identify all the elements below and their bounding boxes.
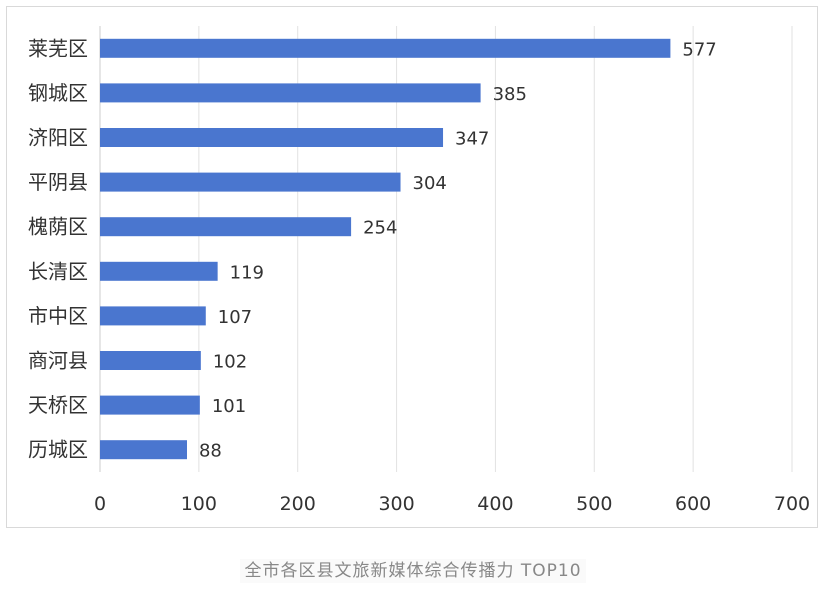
bar [100, 83, 481, 103]
bar [100, 351, 201, 370]
category-label: 钢城区 [28, 81, 88, 105]
category-label: 长清区 [28, 259, 88, 283]
data-label: 304 [413, 173, 447, 194]
data-label: 119 [230, 262, 264, 283]
data-label: 254 [363, 218, 397, 239]
x-tick-label: 100 [181, 493, 217, 515]
x-tick-label: 700 [774, 493, 810, 515]
bar [100, 172, 401, 192]
category-label: 莱芜区 [28, 36, 88, 60]
bar [100, 440, 187, 460]
bar [100, 128, 444, 147]
category-label: 市中区 [28, 304, 88, 328]
bar [100, 38, 671, 58]
x-tick-label: 300 [378, 493, 414, 515]
data-label: 107 [218, 307, 252, 328]
x-tick-label: 400 [477, 493, 513, 515]
x-tick-label: 500 [576, 493, 612, 515]
chart-caption-text: 全市各区县文旅新媒体综合传播力 TOP10 [240, 559, 586, 583]
chart-caption: 全市各区县文旅新媒体综合传播力 TOP10 [0, 556, 826, 583]
bar [100, 306, 206, 326]
category-label: 济阳区 [28, 126, 88, 150]
data-label: 102 [213, 352, 247, 373]
data-label: 88 [199, 441, 222, 462]
category-label: 槐荫区 [28, 215, 88, 239]
x-tick-label: 600 [675, 493, 711, 515]
bar [100, 261, 218, 281]
data-label: 577 [682, 39, 716, 60]
data-label: 385 [493, 84, 527, 105]
category-label: 历城区 [28, 438, 88, 462]
category-label: 商河县 [28, 349, 88, 373]
x-tick-label: 200 [280, 493, 316, 515]
bar [100, 217, 352, 237]
x-tick-label: 0 [94, 493, 106, 515]
bar [100, 395, 200, 415]
data-label: 101 [212, 396, 246, 417]
data-label: 347 [455, 129, 489, 150]
category-label: 平阴县 [28, 170, 88, 194]
category-label: 天桥区 [28, 393, 88, 417]
